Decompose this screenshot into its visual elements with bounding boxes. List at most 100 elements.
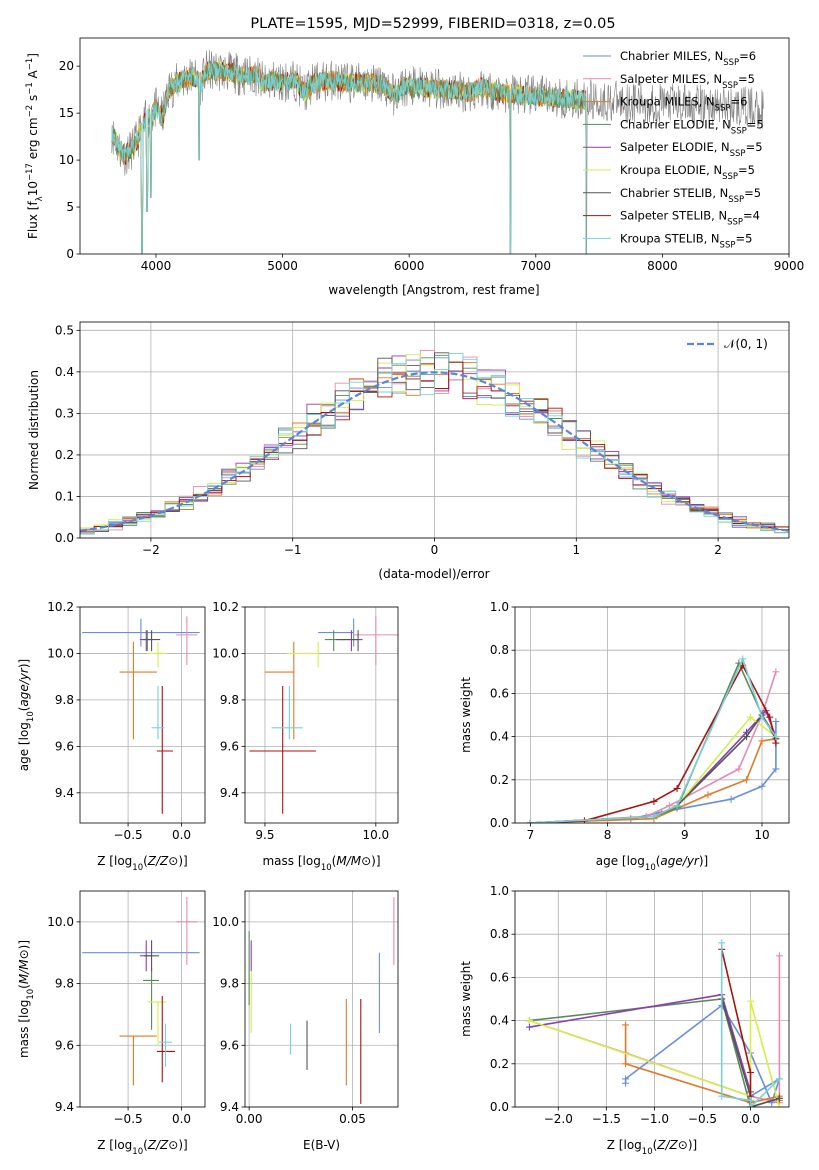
errorbar-kroupa_miles: [119, 641, 157, 740]
point-marker-kroupa_miles: [622, 1060, 630, 1068]
errorbar-salpeter_miles: [176, 897, 198, 966]
point-marker-kroupa_elodie: [747, 997, 755, 1005]
x-tick-label: 5000: [267, 259, 298, 273]
y-axis-label: Flux [fλ10−17 erg cm−2 s−1 A−1]: [25, 53, 45, 239]
y-tick-label: 0.8: [490, 927, 509, 941]
point-marker-kroupa_miles: [622, 1021, 630, 1029]
x-axis-label: E(B-V): [303, 1138, 340, 1152]
axis-frame: −0.5 0.0 9.4 9.6 9.8 10.0 10.2 Z [log10(Z/Z⊙)] a…: [17, 600, 206, 873]
legend-label-chabrier_miles: Chabrier MILES, NSSP=6: [620, 49, 756, 68]
errorbar-kroupa_elodie: [147, 1001, 167, 1046]
legend-label-salpeter_elodie: Salpeter ELODIE, NSSP=5: [620, 140, 763, 159]
x-axis-label: age [log10(age/yr)]: [596, 854, 708, 873]
y-tick-label: 10.0: [47, 646, 74, 660]
x-tick-label: −1: [284, 543, 302, 557]
errorbar-chabrier_miles: [318, 618, 355, 647]
x-tick-label: 0.0: [741, 1112, 760, 1126]
y-tick-label: 10.2: [212, 600, 239, 614]
errorbar-salpeter_stelib: [156, 685, 173, 814]
axes-weight-vs-age: 7 8 9 10 0.0 0.2 0.4 0.6 0.8 1.0 age [log10(age/yr…: [459, 600, 790, 873]
x-tick-label: −0.5: [114, 1112, 143, 1126]
point-marker-kroupa_elodie: [746, 713, 754, 721]
x-tick-label: −2: [142, 543, 160, 557]
point-marker-kroupa_stelib: [739, 655, 747, 663]
y-tick-label: 9.6: [220, 739, 239, 753]
x-tick-label: 10: [754, 828, 769, 842]
x-axis-label: (data-model)/error: [378, 567, 489, 581]
axis-frame: −0.5 0.0 9.4 9.6 9.8 10.0 Z [log10(Z/Z⊙)] mass …: [17, 890, 206, 1157]
legend-label-chabrier_stelib: Chabrier STELIB, NSSP=5: [620, 186, 761, 205]
errorbar-kroupa_stelib: [271, 685, 303, 740]
y-tick-label: 0.8: [490, 643, 509, 657]
point-marker-kroupa_stelib: [718, 939, 726, 947]
y-tick-label: 0.0: [490, 816, 509, 830]
errorbar-salpeter_stelib: [249, 685, 316, 814]
errorbar-kroupa_miles: [264, 641, 295, 740]
point-marker-kroupa_miles: [758, 737, 766, 745]
point-marker-kroupa_stelib: [526, 819, 534, 823]
x-tick-label: 1: [572, 543, 580, 557]
x-axis-label: Z [log10(Z/Z⊙)]: [607, 1138, 697, 1157]
y-tick-label: 10.0: [212, 915, 239, 929]
y-tick-label: 0.6: [490, 970, 509, 984]
series-line-salpeter_miles: [530, 671, 777, 823]
legend-label-salpeter_miles: Salpeter MILES, NSSP=5: [620, 72, 755, 91]
axis-frame: 4000 5000 6000 7000 8000 9000 0 5 10 15 20 Flux [fλ…: [25, 37, 805, 297]
x-tick-label: −2.0: [544, 1112, 573, 1126]
point-marker-chabrier_miles: [622, 1075, 630, 1083]
series-line-kroupa_miles: [530, 738, 777, 823]
y-tick-label: 1.0: [490, 884, 509, 898]
errorbar-salpeter_elodie: [139, 630, 152, 652]
series-line-kroupa_elodie: [529, 1000, 781, 1107]
axes-weight-vs-Z: −2.0 −1.5 −1.0 −0.5 0.0 0.0 0.2 0.4 0.6 0.8 1.0 Z […: [459, 884, 790, 1157]
point-marker-kroupa_stelib: [747, 1097, 755, 1105]
x-axis-label: Z [log10(Z/Z⊙)]: [97, 1138, 187, 1157]
y-tick-label: 9.8: [55, 977, 74, 991]
plot-area: [111, 49, 764, 254]
y-tick-label: 0.2: [55, 448, 74, 462]
x-tick-label: 4000: [141, 259, 172, 273]
x-tick-label: 8: [604, 828, 612, 842]
x-tick-label: 0.0: [172, 828, 191, 842]
x-tick-label: −0.5: [114, 828, 143, 842]
x-tick-label: 6000: [394, 259, 425, 273]
y-tick-label: 9.4: [220, 786, 239, 800]
y-axis-label: mass [log10(M/M⊙)]: [17, 940, 36, 1058]
y-tick-label: 0.4: [490, 1014, 509, 1028]
point-marker-salpeter_miles: [775, 952, 783, 960]
y-tick-label: 0.5: [55, 323, 74, 337]
point-marker-chabrier_stelib: [775, 1094, 783, 1102]
y-tick-label: 0.4: [490, 730, 509, 744]
y-tick-label: 9.6: [55, 1038, 74, 1052]
y-tick-label: 0.6: [490, 686, 509, 700]
y-tick-label: 9.8: [55, 693, 74, 707]
figure-title: PLATE=1595, MJD=52999, FIBERID=0318, z=0…: [250, 16, 615, 32]
axes-frame: [514, 890, 790, 1108]
axes-age-vs-Z: −0.5 0.0 9.4 9.6 9.8 10.0 10.2 Z [log10(Z/Z⊙)] a…: [17, 600, 206, 873]
point-marker-salpeter_miles: [772, 668, 780, 676]
y-tick-label: 9.6: [220, 1038, 239, 1052]
histogram-kroupa_stelib: [80, 353, 789, 538]
axes-frame: [79, 37, 790, 255]
x-tick-label: −1.0: [640, 1112, 669, 1126]
spectrum-model-chabrier_elodie: [111, 60, 587, 254]
x-tick-label: 7: [527, 828, 535, 842]
x-tick-label: 7000: [521, 259, 552, 273]
x-tick-label: 9000: [774, 259, 805, 273]
point-marker-kroupa_elodie: [775, 1103, 783, 1107]
point-marker-salpeter_stelib: [673, 784, 681, 792]
point-marker-kroupa_miles: [743, 776, 751, 784]
axes-frame: [79, 606, 206, 824]
errorbar-kroupa_elodie: [147, 641, 167, 668]
legend-label-salpeter_stelib: Salpeter STELIB, NSSP=4: [620, 209, 760, 228]
axis-frame: −2 −1 0 1 2 0.0 0.1 0.2 0.3 0.4 0.5 Normed distribu…: [27, 321, 790, 581]
errorbar-chabrier_miles: [82, 618, 200, 647]
legend-label-chabrier_elodie: Chabrier ELODIE, NSSP=5: [620, 117, 764, 136]
axis-frame: 7 8 9 10 0.0 0.2 0.4 0.6 0.8 1.0 age [log10(age/yr…: [459, 600, 790, 873]
axis-frame: 9.5 10.0 9.4 9.6 9.8 10.0 10.2 mass [log10(M/M⊙…: [212, 600, 399, 873]
point-marker-chabrier_miles: [758, 782, 766, 790]
x-tick-label: 8000: [647, 259, 678, 273]
y-tick-label: 5: [66, 200, 74, 214]
spectrum-model-kroupa_stelib: [111, 60, 587, 254]
y-tick-label: 10.0: [47, 915, 74, 929]
